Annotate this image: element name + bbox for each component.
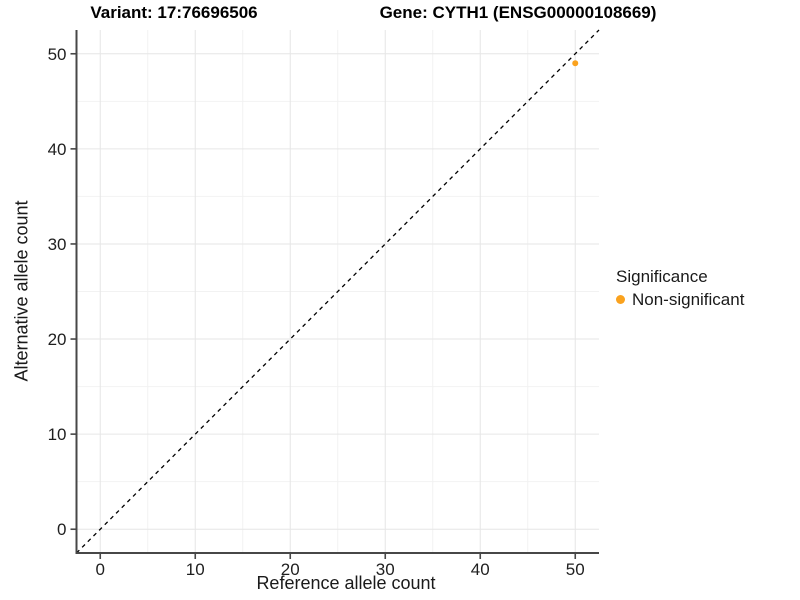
- x-tick-label: 10: [186, 560, 205, 579]
- x-tick-label: 50: [566, 560, 585, 579]
- x-tick-label: 0: [96, 560, 105, 579]
- y-tick-label: 40: [48, 140, 67, 159]
- legend-title: Significance: [616, 267, 708, 286]
- variant-title: Variant: 17:76696506: [90, 3, 258, 22]
- y-tick-label: 0: [57, 520, 66, 539]
- x-tick-label: 40: [471, 560, 490, 579]
- y-tick-label: 20: [48, 330, 67, 349]
- y-axis-title: Alternative allele count: [11, 200, 32, 382]
- data-point: [572, 60, 579, 67]
- legend: Significance Non-significant: [616, 265, 744, 311]
- legend-item-non-significant: Non-significant: [616, 288, 744, 311]
- gene-title: Gene: CYTH1 (ENSG00000108669): [379, 3, 657, 22]
- identity-reference-line: [76, 29, 600, 554]
- y-tick-label: 30: [48, 235, 67, 254]
- x-axis-title: Reference allele count: [256, 573, 436, 593]
- legend-item-label: Non-significant: [632, 290, 745, 309]
- y-tick-label: 50: [48, 45, 67, 64]
- x-tick-label: 20: [281, 560, 300, 579]
- x-tick-label: 30: [376, 560, 395, 579]
- non-significant-dot-icon: [616, 295, 625, 304]
- y-tick-label: 10: [48, 425, 67, 444]
